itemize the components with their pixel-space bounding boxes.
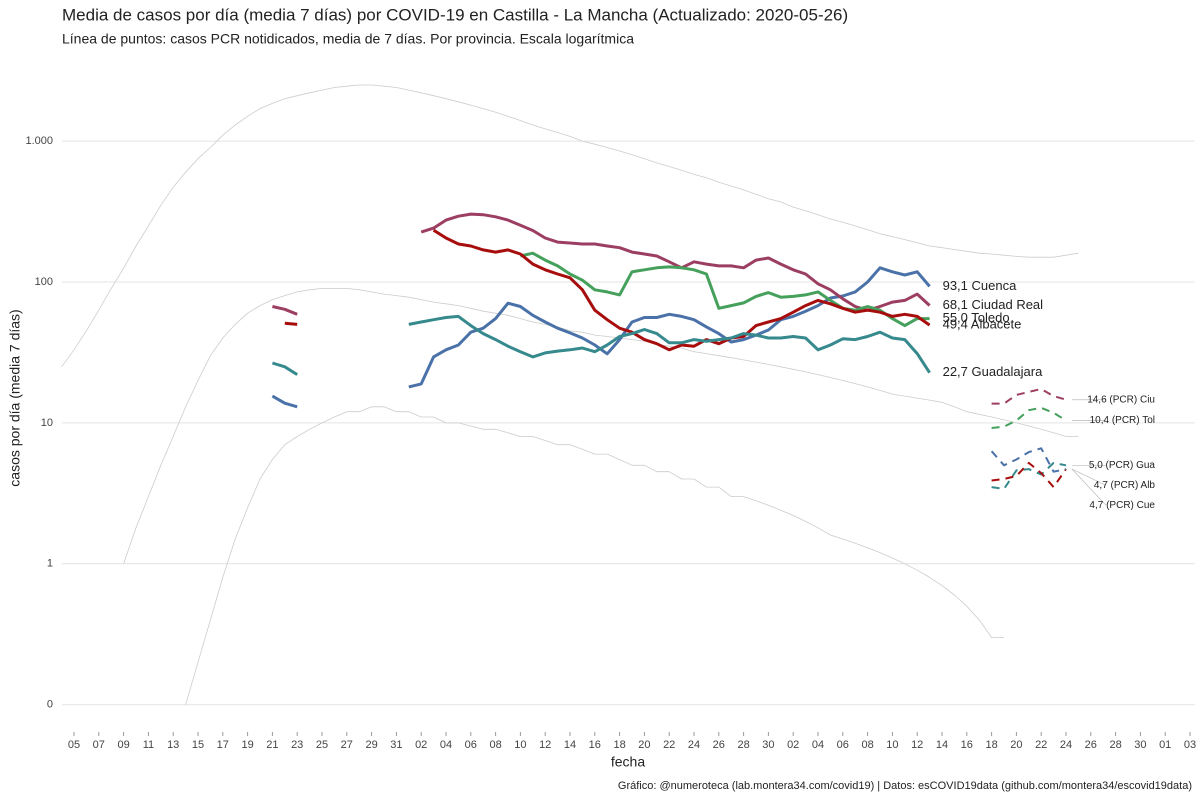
x-tick-label: 17 <box>217 739 229 751</box>
series-line <box>271 314 931 376</box>
x-tick-label: 18 <box>613 739 625 751</box>
end-label: 93,1 Cuenca <box>943 278 1017 293</box>
x-tick-label: 01 <box>1159 739 1171 751</box>
x-tick-label: 14 <box>936 739 948 751</box>
y-tick-label: 1.000 <box>25 135 53 147</box>
y-tick-label: 1 <box>47 558 53 570</box>
x-tick-label: 28 <box>1109 739 1121 751</box>
x-tick-label: 18 <box>985 739 997 751</box>
plot-area <box>61 84 1079 705</box>
x-tick-label: 23 <box>291 739 303 751</box>
y-tick-label: 0 <box>47 699 53 711</box>
x-tick-label: 08 <box>861 739 873 751</box>
x-tick-label: 16 <box>961 739 973 751</box>
x-tick-label: 05 <box>68 739 80 751</box>
y-tick-label: 10 <box>41 417 53 429</box>
x-tick-label: 20 <box>1010 739 1022 751</box>
x-tick-label: 10 <box>514 739 526 751</box>
label-leader <box>1071 468 1107 486</box>
pcr-line <box>990 447 1067 473</box>
end-label: 55,0 Toledo <box>943 310 1010 325</box>
pcr-line <box>991 406 1067 429</box>
series-line <box>271 266 931 409</box>
caption: Gráfico: @numeroteca (lab.montera34.com/… <box>618 780 1192 792</box>
x-tick-label: 07 <box>93 739 105 751</box>
label-leader <box>1071 468 1107 506</box>
x-axis-label: fecha <box>611 754 645 770</box>
x-tick-label: 25 <box>316 739 328 751</box>
chart-subtitle: Línea de puntos: casos PCR notidicados, … <box>62 31 634 47</box>
x-tick-label: 30 <box>1134 739 1146 751</box>
x-tick-label: 10 <box>886 739 898 751</box>
end-label: 22,7 Guadalajara <box>943 364 1044 379</box>
x-tick-label: 06 <box>837 739 849 751</box>
x-tick-label: 24 <box>1060 739 1072 751</box>
x-tick-label: 26 <box>1085 739 1097 751</box>
series-line <box>520 251 930 328</box>
x-tick-label: 11 <box>143 739 154 751</box>
x-tick-label: 22 <box>1035 739 1047 751</box>
x-tick-label: 22 <box>663 739 675 751</box>
y-axis-label: casos por día (media 7 días) <box>7 309 23 486</box>
pcr-label: 5,0 (PCR) Gua <box>1089 460 1156 471</box>
x-tick-label: 06 <box>465 739 477 751</box>
pcr-line <box>991 461 1067 489</box>
x-tick-label: 12 <box>539 739 551 751</box>
x-tick-label: 15 <box>192 739 204 751</box>
x-tick-label: 02 <box>787 739 799 751</box>
chart-title: Media de casos por día (media 7 días) po… <box>62 5 848 24</box>
x-tick-label: 26 <box>713 739 725 751</box>
x-tick-label: 12 <box>911 739 923 751</box>
x-tick-label: 03 <box>1184 739 1196 751</box>
x-tick-label: 27 <box>341 739 353 751</box>
x-tick-label: 31 <box>390 739 402 751</box>
x-tick-label: 09 <box>117 739 129 751</box>
pcr-label: 10,4 (PCR) Tol <box>1090 415 1155 426</box>
x-tick-label: 02 <box>415 739 427 751</box>
x-tick-label: 16 <box>589 739 601 751</box>
x-tick-label: 19 <box>241 739 253 751</box>
x-tick-label: 28 <box>737 739 749 751</box>
end-label: 49,4 Albacete <box>943 317 1022 332</box>
pcr-label: 14,6 (PCR) Ciu <box>1087 394 1155 405</box>
series-line <box>272 212 931 316</box>
x-tick-label: 30 <box>762 739 774 751</box>
x-tick-label: 08 <box>489 739 501 751</box>
x-tick-label: 04 <box>440 739 452 751</box>
background-line <box>61 84 1079 368</box>
x-tick-label: 13 <box>167 739 179 751</box>
x-tick-label: 24 <box>688 739 700 751</box>
series-line <box>284 228 931 352</box>
x-tick-label: 21 <box>266 739 278 751</box>
background-line <box>123 288 1079 564</box>
x-tick-label: 04 <box>812 739 824 751</box>
background-line <box>185 406 1004 705</box>
x-tick-label: 29 <box>365 739 377 751</box>
pcr-label: 4,7 (PCR) Cue <box>1089 500 1155 511</box>
x-tick-label: 20 <box>638 739 650 751</box>
end-label: 68,1 Ciudad Real <box>943 297 1044 312</box>
x-tick-label: 14 <box>564 739 576 751</box>
pcr-line <box>991 461 1067 490</box>
pcr-label: 4,7 (PCR) Alb <box>1094 480 1156 491</box>
y-tick-label: 100 <box>35 276 53 288</box>
